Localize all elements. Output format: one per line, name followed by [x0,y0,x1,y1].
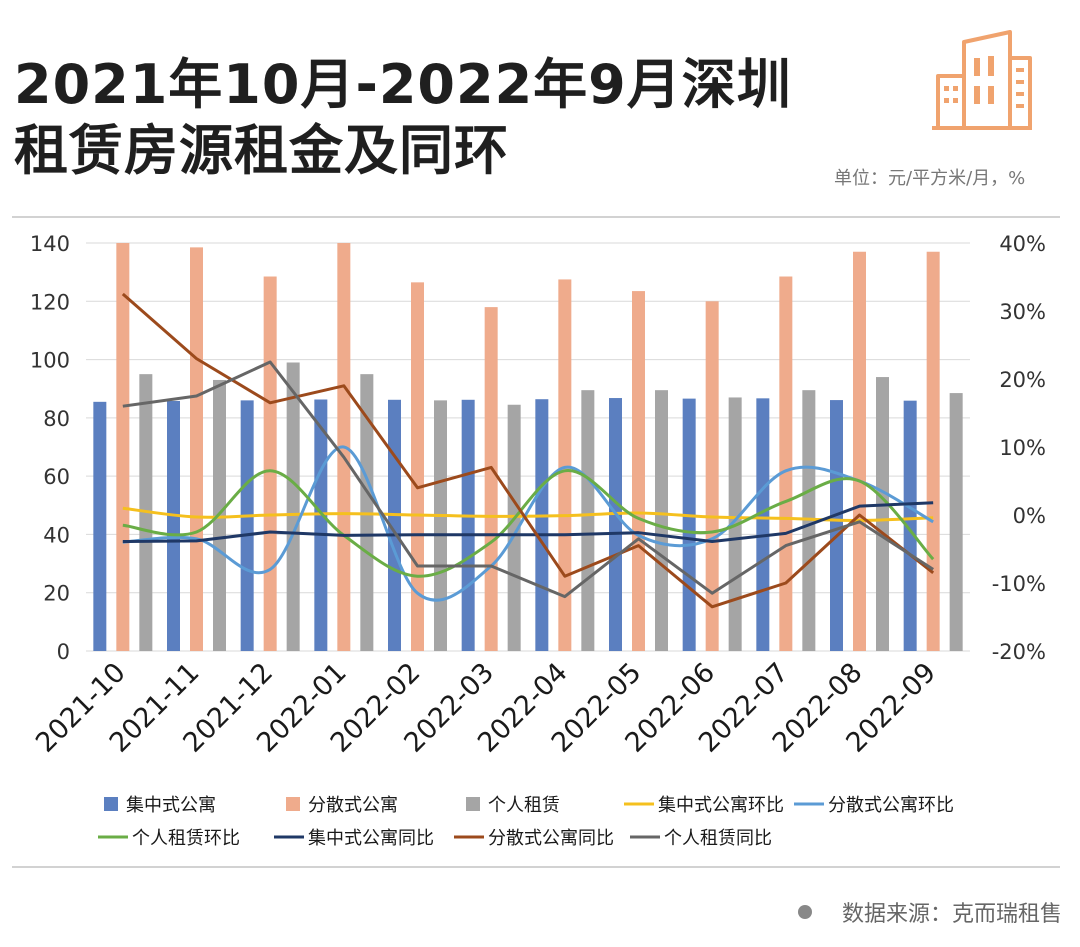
bar [705,301,719,651]
legend-swatch [466,797,480,811]
source-note: 数据来源：克而瑞租售 [797,896,1062,928]
building-icon [932,30,1032,130]
bar [190,247,203,651]
legend-label: 分散式公寓 [308,795,398,816]
bar [779,276,793,651]
bar [581,390,595,651]
y-left-tick-label: 120 [30,290,70,314]
combo-chart: 0 20 40 60 80 100 120 140 -20% -10% 0% 10% 20% 30% 40%… [30,232,1046,849]
title-line-1: 2021年10月-2022年9月深圳 [14,53,792,116]
y-left-tick-label: 0 [57,640,70,664]
bar [682,398,696,651]
series-line [122,506,934,522]
bar [461,399,475,651]
bar [853,251,866,651]
y-left-tick-label: 40 [43,523,70,547]
y-right-tick-label: 30% [999,300,1046,324]
bar [558,279,572,651]
bar [830,400,843,651]
title-line-2: 租赁房源租金及同环 [14,119,509,182]
legend-label: 个人租赁 [488,795,560,816]
bar [167,400,180,651]
y-left-tick-label: 20 [43,582,70,606]
y-right-tick-label: -10% [992,572,1046,596]
bar [535,399,549,651]
legend-label: 集中式公寓 [126,795,216,816]
bar [632,291,645,651]
bar [903,400,917,651]
bar [609,398,622,651]
bar [93,401,107,651]
source-text: 数据来源：克而瑞租售 [841,902,1062,927]
bar [263,276,277,651]
y-right-tick-label: 40% [999,232,1046,256]
legend-swatch [286,797,300,811]
series-line [121,292,935,609]
legend-label: 个人租赁同比 [664,828,772,849]
legend-label: 集中式公寓同比 [308,828,434,849]
bar [484,307,498,651]
bar [314,399,328,651]
legend-swatch [104,797,118,811]
series-line [122,501,934,544]
bar [240,400,254,651]
series-line [122,445,934,602]
unit-label: 单位：元/平方米/月，% [834,168,1026,189]
legend-label: 集中式公寓环比 [658,795,784,816]
chart-title: 2021年10月-2022年9月深圳 租赁房源租金及同环 [14,52,792,184]
legend-label: 个人租赁环比 [132,828,240,849]
bar [286,362,300,651]
y-right-tick-label: 0% [1013,504,1046,528]
y-right-tick-label: 10% [999,436,1046,460]
bullet-icon [797,905,812,919]
y-left-tick-label: 60 [43,465,70,489]
y-left-tick-label: 140 [30,232,70,256]
bar [926,251,940,651]
bar [116,243,130,651]
divider-top [12,216,1060,218]
bar [876,377,889,651]
bar [949,393,963,651]
series-line [122,469,935,578]
y-left-tick-label: 80 [43,407,70,431]
series-line [122,360,934,599]
legend-label: 分散式公寓环比 [828,795,954,816]
y-right-tick-label: -20% [992,640,1046,664]
legend-label: 分散式公寓同比 [488,828,614,849]
bar [507,404,521,651]
y-right-tick-label: 20% [999,368,1046,392]
divider-bottom [12,866,1060,868]
bar [655,390,668,651]
bar [756,398,770,651]
y-left-tick-label: 100 [30,349,70,373]
bar [434,400,447,651]
